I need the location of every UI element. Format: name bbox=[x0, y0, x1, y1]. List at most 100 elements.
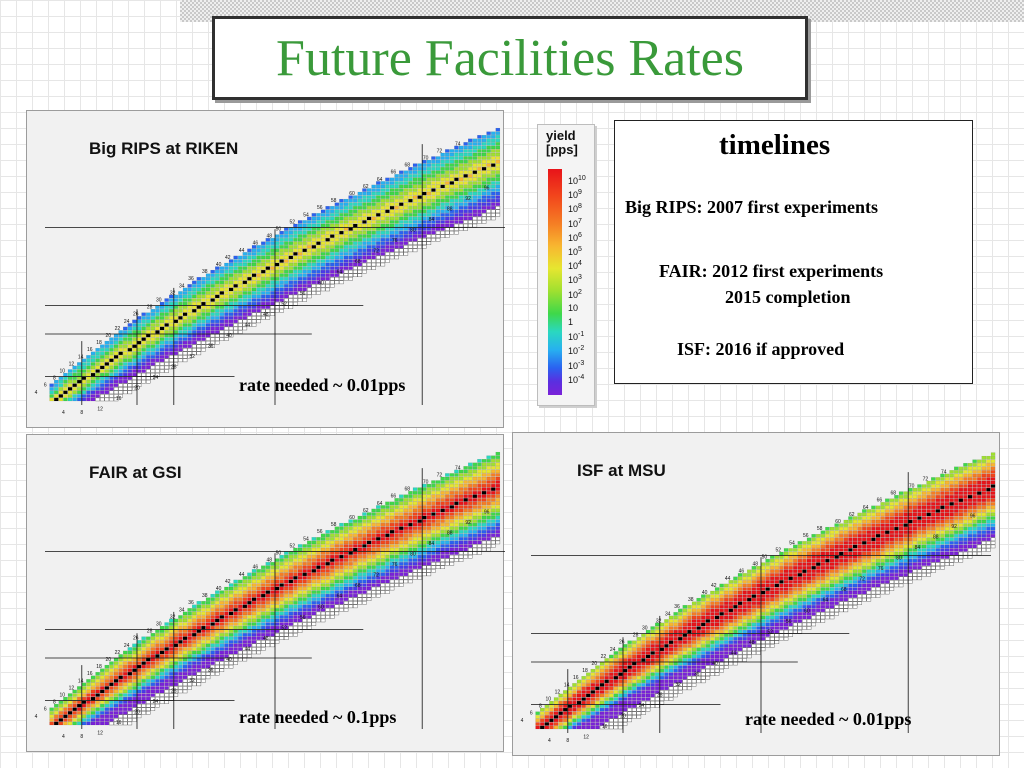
nuclide-cell bbox=[385, 245, 390, 249]
nuclide-cell bbox=[458, 167, 464, 171]
stable-nuclide-cell bbox=[454, 177, 459, 181]
nuclide-cell bbox=[320, 569, 326, 573]
nuclide-cell bbox=[622, 683, 628, 687]
nuclide-cell bbox=[366, 255, 372, 260]
unknown-nuclide-cell bbox=[251, 319, 257, 324]
stable-nuclide-cell bbox=[330, 558, 335, 562]
nuclide-cell bbox=[187, 312, 192, 316]
nuclide-cell bbox=[495, 198, 501, 203]
nuclide-cell bbox=[274, 618, 280, 623]
nuclide-cell bbox=[609, 697, 614, 701]
nuclide-cell bbox=[486, 483, 491, 488]
nuclide-cell bbox=[595, 707, 600, 712]
unknown-nuclide-cell bbox=[109, 390, 114, 395]
nuclide-cell bbox=[320, 604, 326, 609]
nuclide-cell bbox=[316, 576, 321, 580]
unknown-nuclide-cell bbox=[334, 604, 340, 609]
nuclide-cell bbox=[72, 394, 77, 398]
z-label: 64 bbox=[377, 501, 383, 507]
unknown-nuclide-cell bbox=[458, 558, 464, 562]
nuclide-cell bbox=[247, 572, 252, 577]
nuclide-cell bbox=[435, 547, 441, 552]
unknown-nuclide-cell bbox=[251, 312, 257, 316]
z-label: 42 bbox=[225, 255, 231, 261]
unknown-nuclide-cell bbox=[366, 597, 372, 601]
nuclide-cell bbox=[187, 330, 192, 334]
unknown-nuclide-cell bbox=[270, 312, 275, 316]
nuclide-cell bbox=[440, 220, 445, 224]
nuclide-cell bbox=[586, 683, 591, 687]
nuclide-cell bbox=[164, 636, 169, 640]
nuclide-cell bbox=[247, 611, 252, 616]
nuclide-cell bbox=[192, 284, 197, 288]
nuclide-cell bbox=[412, 163, 418, 167]
nuclide-cell bbox=[353, 259, 358, 263]
nuclide-cell bbox=[113, 365, 119, 370]
nuclide-cell bbox=[362, 202, 367, 206]
nuclide-cell bbox=[353, 554, 358, 559]
nuclide-cell bbox=[261, 629, 266, 633]
nuclide-cell bbox=[389, 216, 395, 221]
stable-nuclide-cell bbox=[454, 501, 459, 505]
unknown-nuclide-cell bbox=[664, 697, 669, 701]
nuclide-cell bbox=[72, 700, 77, 704]
stable-nuclide-cell bbox=[399, 526, 404, 530]
nuclide-cell bbox=[481, 483, 487, 488]
nuclide-cell bbox=[127, 679, 133, 683]
nuclide-cell bbox=[435, 526, 441, 530]
nuclide-cell bbox=[224, 309, 229, 313]
nuclide-cell bbox=[270, 597, 275, 601]
unknown-nuclide-cell bbox=[366, 259, 372, 263]
nuclide-cell bbox=[141, 348, 146, 352]
stable-nuclide-cell bbox=[109, 682, 114, 686]
nuclide-cell bbox=[357, 241, 363, 245]
nuclide-cell bbox=[274, 287, 280, 292]
unknown-nuclide-cell bbox=[673, 690, 678, 694]
nuclide-cell bbox=[362, 227, 367, 231]
nuclide-cell bbox=[376, 223, 381, 228]
nuclide-cell bbox=[284, 604, 289, 609]
unknown-nuclide-cell bbox=[182, 351, 188, 356]
nuclide-cell bbox=[445, 216, 450, 221]
nuclide-cell bbox=[72, 693, 77, 697]
nuclide-cell bbox=[224, 294, 229, 299]
nuclide-cell bbox=[210, 312, 215, 316]
nuclide-cell bbox=[159, 348, 165, 352]
nuclide-cell bbox=[431, 195, 436, 199]
z-label: 42 bbox=[225, 579, 231, 585]
nuclide-cell bbox=[632, 704, 637, 708]
nuclide-cell bbox=[477, 156, 482, 160]
nuclide-cell bbox=[311, 220, 317, 224]
nuclide-cell bbox=[201, 280, 206, 285]
nuclide-cell bbox=[265, 273, 271, 277]
nuclide-cell bbox=[302, 223, 307, 228]
nuclide-cell bbox=[233, 269, 238, 274]
stable-nuclide-cell bbox=[563, 708, 568, 712]
unknown-nuclide-cell bbox=[307, 294, 312, 299]
unknown-nuclide-cell bbox=[435, 234, 441, 238]
nuclide-cell bbox=[458, 152, 464, 157]
nuclide-cell bbox=[118, 693, 123, 697]
nuclide-cell bbox=[159, 629, 165, 633]
unknown-nuclide-cell bbox=[256, 640, 261, 644]
stable-nuclide-cell bbox=[72, 383, 77, 387]
nuclide-cell bbox=[86, 387, 91, 391]
nuclide-cell bbox=[279, 618, 284, 623]
nuclide-cell bbox=[288, 284, 294, 288]
nuclide-cell bbox=[641, 676, 646, 680]
nuclide-cell bbox=[104, 340, 110, 345]
nuclide-cell bbox=[376, 227, 381, 231]
nuclide-cell bbox=[302, 597, 307, 601]
nuclide-cell bbox=[297, 615, 303, 619]
nuclide-cell bbox=[609, 690, 614, 694]
nuclide-cell bbox=[109, 703, 114, 708]
nuclide-cell bbox=[270, 277, 275, 281]
nuclide-cell bbox=[72, 365, 77, 370]
nuclide-cell bbox=[371, 537, 376, 541]
unknown-nuclide-cell bbox=[481, 544, 487, 548]
nuclide-cell bbox=[343, 234, 349, 238]
nuclide-cell bbox=[100, 721, 105, 726]
stable-nuclide-cell bbox=[252, 273, 257, 277]
nuclide-cell bbox=[357, 540, 363, 545]
nuclide-cell bbox=[279, 238, 284, 242]
